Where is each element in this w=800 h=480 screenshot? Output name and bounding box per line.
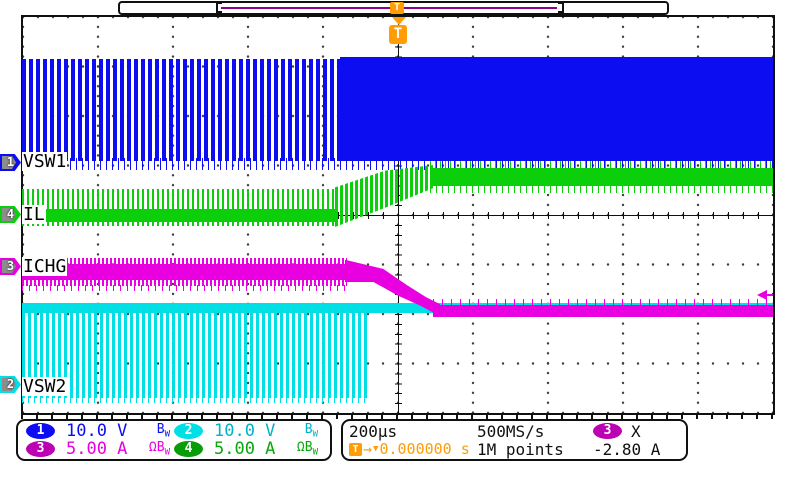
sample-rate: 500MS/s [477, 421, 545, 441]
record-view-waveform-line [221, 7, 557, 9]
trigger-type-symbol: X [631, 421, 641, 441]
ch2-position-marker-fill [2, 378, 16, 391]
ch4-il-trace-noise-bottom [430, 185, 773, 193]
ch2-vsw2-trace-switching [22, 304, 368, 398]
ch3-ichg-trace-core [22, 264, 347, 280]
trace-label-vsw1: VSW1 [22, 151, 68, 172]
ch3-scale: 5.00 A [66, 439, 128, 459]
ch3-position-marker-fill [2, 260, 16, 273]
trigger-level-value[interactable]: -2.80 A [593, 439, 661, 459]
readout-row-2: 3 5.00 A ΩBW 4 5.00 A ΩBW [26, 439, 322, 459]
ch2-position-marker[interactable]: 2 [0, 376, 21, 393]
ch1-position-marker[interactable]: 1 [0, 154, 21, 171]
ch3-impedance-bandwidth-icon: ΩBW [148, 440, 170, 458]
trigger-time-value: 0.000000 s [379, 440, 470, 458]
record-view-bar: T [118, 1, 669, 15]
trigger-source[interactable]: 3 X [593, 422, 641, 441]
trigger-position-arrow-icon[interactable] [392, 17, 406, 25]
timebase-scale[interactable]: 200µs [349, 421, 398, 441]
ch3-badge: 3 [26, 441, 55, 457]
record-view-trigger-marker: T [390, 2, 404, 14]
trigger-position-flag[interactable]: T [389, 25, 407, 44]
ch2-vsw2-trace-noise [22, 396, 368, 403]
ch1-position-marker-fill [2, 156, 16, 169]
ch2-vsw2-trace-top-band [22, 303, 368, 313]
trigger-time-group: T → ▼ 0.000000 s [349, 440, 470, 458]
ch2-badge: 2 [174, 423, 203, 439]
ch4-scale: 5.00 A [214, 439, 276, 459]
ch2-readout[interactable]: 2 10.0 V BW [174, 421, 322, 441]
ch1-vsw1-trace-solid [340, 57, 773, 161]
trigger-arrow-icon: → [363, 440, 373, 458]
record-view-window-right-bracket [558, 2, 564, 13]
trigger-row: T → ▼ 0.000000 s 1M points -2.80 A [349, 439, 680, 459]
ch3-ichg-trace-noise [22, 285, 347, 291]
trigger-position-readout[interactable]: T → ▼ 0.000000 s [349, 440, 477, 458]
ch3-readout[interactable]: 3 5.00 A ΩBW [26, 439, 174, 459]
ch4-il-trace-solid [430, 168, 773, 186]
trigger-slope-icon: ▼ [373, 444, 379, 454]
ch1-badge: 1 [26, 423, 55, 439]
trigger-level-arrow-tail [766, 294, 773, 296]
ch4-position-marker-fill [2, 208, 16, 221]
trace-label-il: IL [22, 204, 46, 225]
ch4-impedance-bandwidth-icon: ΩBW [296, 440, 318, 458]
ch4-il-trace-core [22, 209, 335, 222]
horizontal-trigger-readout-box[interactable]: 200µs 500MS/s 3 X T → ▼ 0.000000 s 1M po… [341, 419, 688, 461]
ch1-scale: 10.0 V [66, 421, 128, 441]
trigger-t-icon: T [349, 442, 362, 456]
record-length: 1M points [477, 439, 564, 459]
ch3-position-marker[interactable]: 3 [0, 258, 21, 275]
bottom-border-ticks [21, 415, 775, 419]
center-horizontal-axis [23, 212, 773, 219]
readout-row-1: 1 10.0 V BW 2 10.0 V BW [26, 421, 322, 441]
ch2-bandwidth-icon: BW [304, 422, 318, 440]
ch4-readout[interactable]: 4 5.00 A ΩBW [174, 439, 322, 459]
ch1-readout[interactable]: 1 10.0 V BW [26, 421, 174, 441]
ch1-vsw1-trace-switching [22, 59, 340, 161]
trace-label-ichg: ICHG [22, 256, 68, 277]
horizontal-row: 200µs 500MS/s 3 X [349, 421, 680, 441]
ch2-scale: 10.0 V [214, 421, 276, 441]
trigger-level-arrow-icon[interactable] [757, 290, 767, 300]
ch4-badge: 4 [174, 441, 203, 457]
ch4-il-trace-noise-top [430, 161, 773, 169]
ch3-ichg-trace-settled [433, 305, 773, 317]
ch1-bandwidth-icon: BW [156, 422, 170, 440]
channel-readout-box[interactable]: 1 10.0 V BW 2 10.0 V BW 3 5.00 A ΩBW 4 5… [16, 419, 332, 461]
ch3-ichg-trace-noise-top [433, 299, 773, 305]
record-view-window-left-bracket [216, 2, 222, 13]
trace-label-vsw2: VSW2 [22, 376, 68, 397]
ch4-position-marker[interactable]: 4 [0, 206, 21, 223]
trigger-source-badge: 3 [593, 423, 622, 439]
